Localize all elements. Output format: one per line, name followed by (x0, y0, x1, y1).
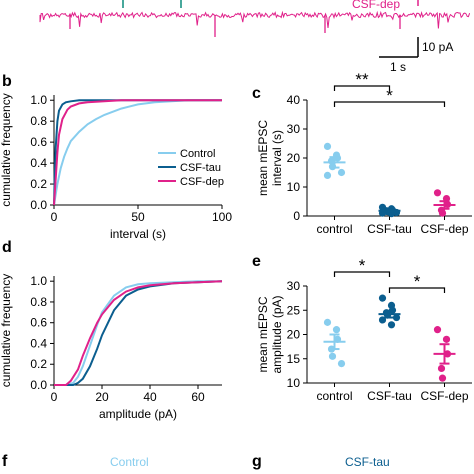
mepsc-trace-group: CSF-dep (39, 0, 471, 29)
data-point-control (328, 352, 337, 360)
data-point-csf-dep (437, 364, 446, 373)
data-point-control (323, 171, 332, 179)
y-tick-label: 0.0 (30, 378, 47, 392)
data-point-control (337, 360, 346, 368)
x-tick-label: 50 (131, 210, 145, 224)
y-tick-label: 0.4 (30, 156, 47, 170)
legend-label-csf-dep: CSF-dep (180, 176, 224, 188)
x-tick-label: 100 (212, 210, 232, 224)
x-tick-label: 60 (191, 390, 205, 404)
y-tick-label: 1.0 (30, 93, 47, 107)
y-tick-label: 40 (287, 93, 301, 107)
y-tick-label: 0.6 (30, 135, 47, 149)
significance-bracket (333, 271, 391, 277)
y-axis-label: cumulative frequency (0, 274, 13, 387)
data-point-csf-dep (442, 335, 451, 343)
legend-label-csf-tau: CSF-tau (180, 162, 221, 174)
data-point-control (323, 142, 332, 150)
y-tick-label: 10 (287, 376, 301, 390)
series-line-control (53, 99, 222, 206)
data-point-csf-dep (433, 189, 442, 197)
category-label: control (316, 389, 352, 403)
x-tick-label: 40 (143, 390, 157, 404)
footer-control-label: Control (110, 455, 149, 469)
data-point-csf-dep (433, 326, 442, 334)
significance-stars: ** (355, 70, 369, 89)
data-point-control (332, 326, 341, 334)
series-line-csf-dep (54, 280, 223, 386)
mepsc-trace (39, 10, 471, 29)
series-line-csf-tau (54, 280, 223, 386)
x-axis-label: amplitude (pA) (99, 407, 177, 421)
panel-e-mean-amplitude: 10 15 20 25 30 control CSF-tau CSF-dep mean mEPS… (256, 256, 472, 403)
x-tick-label: 0 (51, 210, 58, 224)
scale-bar: 10 pA 1 s (379, 37, 453, 74)
y-tick-label: 0 (293, 209, 300, 223)
significance-stars: * (414, 272, 421, 291)
panel-label-e: e (252, 253, 261, 270)
category-label: CSF-tau (367, 389, 412, 403)
series-line-csf-dep (53, 99, 222, 206)
data-point-csf-dep (438, 374, 447, 382)
y-tick-label: 0.2 (30, 357, 47, 371)
y-tick-label: 0.4 (30, 336, 47, 350)
y-tick-label: 0.2 (30, 177, 47, 191)
scale-bar-x-label: 1 s (390, 60, 406, 74)
y-tick-label: 20 (287, 151, 301, 165)
panel-label-c: c (252, 85, 261, 102)
y-tick-label: 25 (287, 303, 301, 317)
panel-label-f: f (2, 453, 8, 470)
significance-stars: * (359, 256, 366, 275)
y-axis-label-line-1: mean mEPSC (256, 120, 270, 196)
panel-b-cumulative-interval: 0 50 100 0.0 0.2 0.4 0.6 0.8 1.0 interval (s) cumu… (0, 93, 232, 241)
category-label: control (316, 222, 352, 236)
x-tick-label: 0 (51, 390, 58, 404)
significance-bracket (333, 101, 446, 107)
data-point-csf-tau (378, 294, 387, 302)
data-point-csf-tau (387, 321, 396, 329)
data-point-csf-dep (438, 209, 447, 217)
y-tick-label: 15 (287, 352, 301, 366)
significance-stars: * (386, 86, 393, 105)
y-tick-label: 1.0 (30, 274, 47, 288)
category-label: CSF-dep (420, 389, 468, 403)
panel-label-b: b (2, 73, 12, 90)
data-point-control (337, 168, 346, 177)
y-axis-label: cumulative frequency (0, 93, 13, 206)
series-line-control (54, 280, 222, 386)
y-tick-label: 0.8 (30, 295, 47, 309)
x-tick-label: 20 (95, 390, 109, 404)
y-tick-label: 30 (287, 279, 301, 293)
trace-label: CSF-dep (352, 0, 400, 11)
y-axis-label: mean mEPSCamplitude (pA) (256, 295, 284, 373)
y-axis-label-line-1: mean mEPSC (256, 296, 270, 372)
significance-bracket (333, 85, 391, 91)
y-tick-label: 30 (287, 122, 301, 136)
x-axis-label: interval (s) (110, 227, 166, 241)
panel-d-cumulative-amplitude: 0 20 40 60 0.0 0.2 0.4 0.6 0.8 1.0 amplitude (pA) c… (0, 274, 223, 421)
y-axis-label: mean mEPSCinterval (s) (256, 120, 284, 196)
y-tick-label: 10 (287, 180, 301, 194)
panel-c-mean-interval: 0 10 20 30 40 control CSF-tau CSF-dep mean mEPSC… (256, 70, 472, 236)
legend-label-control: Control (180, 148, 215, 160)
panel-label-d: d (2, 239, 12, 256)
data-point-csf-tau (378, 316, 387, 324)
footer-csf-tau-label: CSF-tau (345, 455, 390, 469)
data-point-csf-tau (392, 313, 401, 322)
category-label: CSF-tau (367, 222, 412, 236)
category-label: CSF-dep (420, 222, 468, 236)
y-tick-label: 20 (287, 328, 301, 342)
data-point-control (323, 318, 332, 326)
y-tick-label: 0.0 (30, 198, 47, 212)
y-tick-label: 0.6 (30, 316, 47, 330)
significance-bracket (388, 287, 446, 293)
panel-label-g: g (252, 453, 262, 470)
scale-bar-y-label: 10 pA (422, 40, 453, 54)
series-line-csf-tau (53, 99, 222, 206)
y-axis-label-line-2: amplitude (pA) (270, 295, 284, 373)
y-tick-label: 0.8 (30, 114, 47, 128)
y-axis-label-line-2: interval (s) (270, 130, 284, 186)
